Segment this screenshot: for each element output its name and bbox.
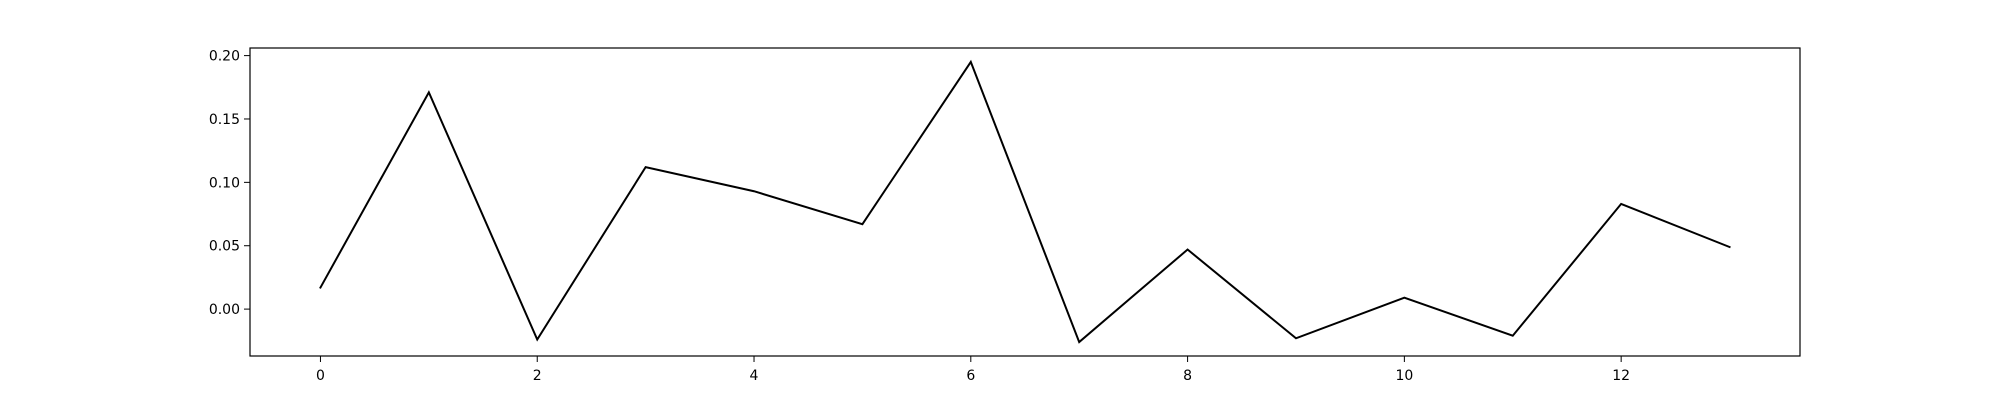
x-tick-label: 8	[1183, 368, 1192, 384]
plot-frame	[249, 47, 1801, 357]
x-axis-ticks: 0 2 4 6 8 10 12	[316, 356, 1630, 384]
y-tick-label: 0.15	[209, 112, 240, 128]
y-tick-label: 0.05	[209, 239, 240, 255]
y-tick-label: 0.20	[209, 49, 240, 65]
x-tick-label: 10	[1395, 368, 1413, 384]
y-tick-label: 0.00	[209, 302, 240, 318]
x-tick-label: 12	[1612, 368, 1630, 384]
series-line	[319, 59, 1731, 344]
y-tick-label: 0.10	[209, 175, 240, 191]
x-tick-label: 2	[533, 368, 542, 384]
x-tick-label: 4	[750, 368, 759, 384]
x-tick-label: 6	[966, 368, 975, 384]
x-tick-label: 0	[316, 368, 325, 384]
y-axis-ticks: 0.00 0.05 0.10 0.15 0.20	[209, 49, 250, 318]
